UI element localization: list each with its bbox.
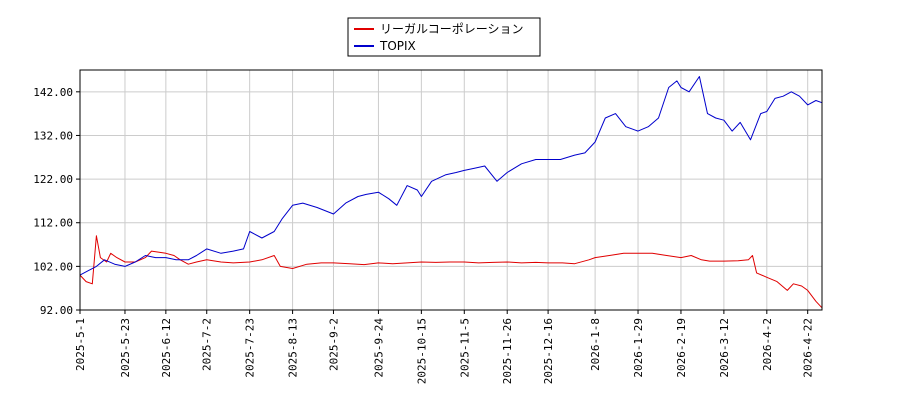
- y-tick-label: 122.00: [33, 173, 73, 186]
- plot-frame: [79, 69, 823, 311]
- x-tick-label: 2026-1-29: [632, 318, 645, 378]
- x-tick-label: 2025-9-2: [327, 318, 340, 371]
- series-line-1: [79, 235, 823, 309]
- x-tick-label: 2026-3-12: [718, 318, 731, 378]
- x-tick-label: 2026-4-22: [802, 318, 815, 378]
- y-tick-label: 132.00: [33, 129, 73, 142]
- y-tick-label: 92.00: [40, 304, 73, 317]
- y-tick-label: 112.00: [33, 217, 73, 230]
- series-layer: [79, 76, 823, 309]
- x-tick-label: 2025-12-16: [542, 318, 555, 384]
- x-tick-label: 2025-6-12: [160, 318, 173, 378]
- x-tick-label: 2026-2-19: [675, 318, 688, 378]
- x-tick-label: 2026-4-2: [761, 318, 774, 371]
- x-tick-label: 2025-7-23: [244, 318, 257, 378]
- legend-label-series-1: リーガルコーポレーション: [380, 22, 524, 36]
- series-line-2: [79, 76, 823, 276]
- x-tick-label: 2025-11-26: [501, 318, 514, 384]
- x-tick-label: 2025-10-15: [415, 318, 428, 384]
- grid: [79, 70, 822, 311]
- x-tick-label: 2025-9-24: [372, 318, 385, 378]
- x-axis-ticks: 2025-5-1 2025-5-23 2025-6-12 2025-7-2 2025-7…: [74, 310, 815, 384]
- x-tick-label: 2025-8-13: [287, 318, 300, 378]
- legend-label-series-2: TOPIX: [379, 39, 416, 53]
- legend: リーガルコーポレーション TOPIX: [347, 17, 541, 57]
- x-tick-label: 2025-5-1: [74, 318, 87, 371]
- x-tick-label: 2026-1-8: [589, 318, 602, 371]
- legend-box: [347, 17, 541, 57]
- y-tick-label: 142.00: [33, 86, 73, 99]
- x-tick-label: 2025-5-23: [119, 318, 132, 378]
- x-tick-label: 2025-11-5: [458, 318, 471, 378]
- y-axis-ticks: 92.00 102.00 112.00 122.00 132.00 142.00: [33, 86, 80, 317]
- y-tick-label: 102.00: [33, 260, 73, 273]
- x-tick-label: 2025-7-2: [201, 318, 214, 371]
